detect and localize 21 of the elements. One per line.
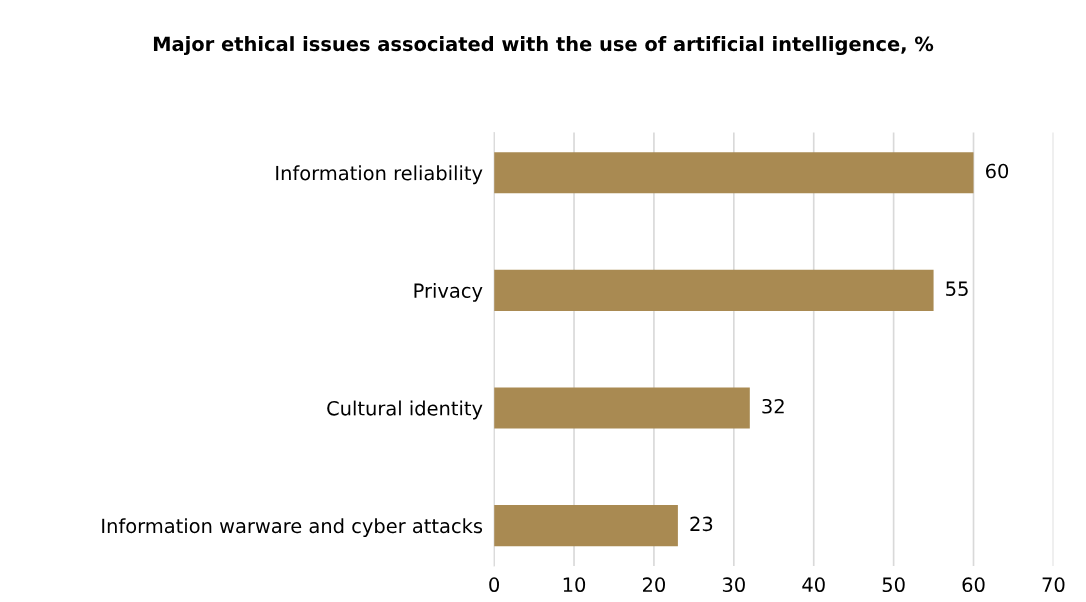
chart-title: Major ethical issues associated with the use of artificial intelligence, % [153, 36, 934, 56]
data-label: 23 [690, 516, 713, 532]
x-tick-label: 0 [489, 577, 500, 593]
y-tick-label: Privacy [414, 282, 483, 302]
bar [494, 152, 974, 194]
x-tick-label: 30 [722, 577, 745, 593]
data-label: 55 [946, 281, 968, 296]
bar [494, 505, 678, 547]
x-tick-label: 70 [1042, 577, 1065, 593]
data-label: 32 [762, 398, 784, 414]
y-tick-label: Information reliability [276, 165, 483, 185]
x-tick-label: 40 [802, 577, 825, 593]
y-tick-label: Information warware and cyber attacks [102, 518, 483, 538]
x-tick-label: 10 [563, 577, 586, 593]
y-tick-label: Cultural identity [327, 400, 483, 420]
bar [494, 269, 934, 311]
data-label: 60 [985, 163, 1009, 179]
bar [494, 387, 750, 429]
x-tick-label: 60 [962, 577, 985, 593]
x-tick-label: 50 [882, 577, 905, 593]
x-tick-label: 20 [642, 577, 666, 593]
